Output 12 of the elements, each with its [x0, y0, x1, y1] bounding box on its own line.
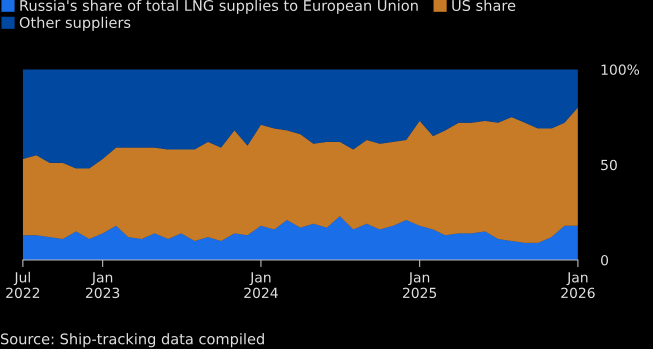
legend-label: Russia's share of total LNG supplies to European Union	[20, 0, 418, 14]
x-tick-label: Jan 2026	[561, 272, 595, 298]
x-tick-label: Jan 2025	[402, 272, 436, 298]
y-tick-label: 0	[601, 254, 608, 266]
legend-label: US share	[452, 0, 516, 12]
x-tick-label: Jul 2022	[6, 272, 40, 298]
x-tick-label: Jan 2023	[86, 272, 120, 298]
x-tick-label: Jan 2024	[244, 272, 278, 298]
y-tick-label: 50	[601, 160, 617, 170]
source-note: Source: Ship-tracking data compiled	[0, 333, 264, 348]
y-tick-label: 100%	[602, 64, 640, 75]
legend-label: Other suppliers	[20, 16, 130, 31]
